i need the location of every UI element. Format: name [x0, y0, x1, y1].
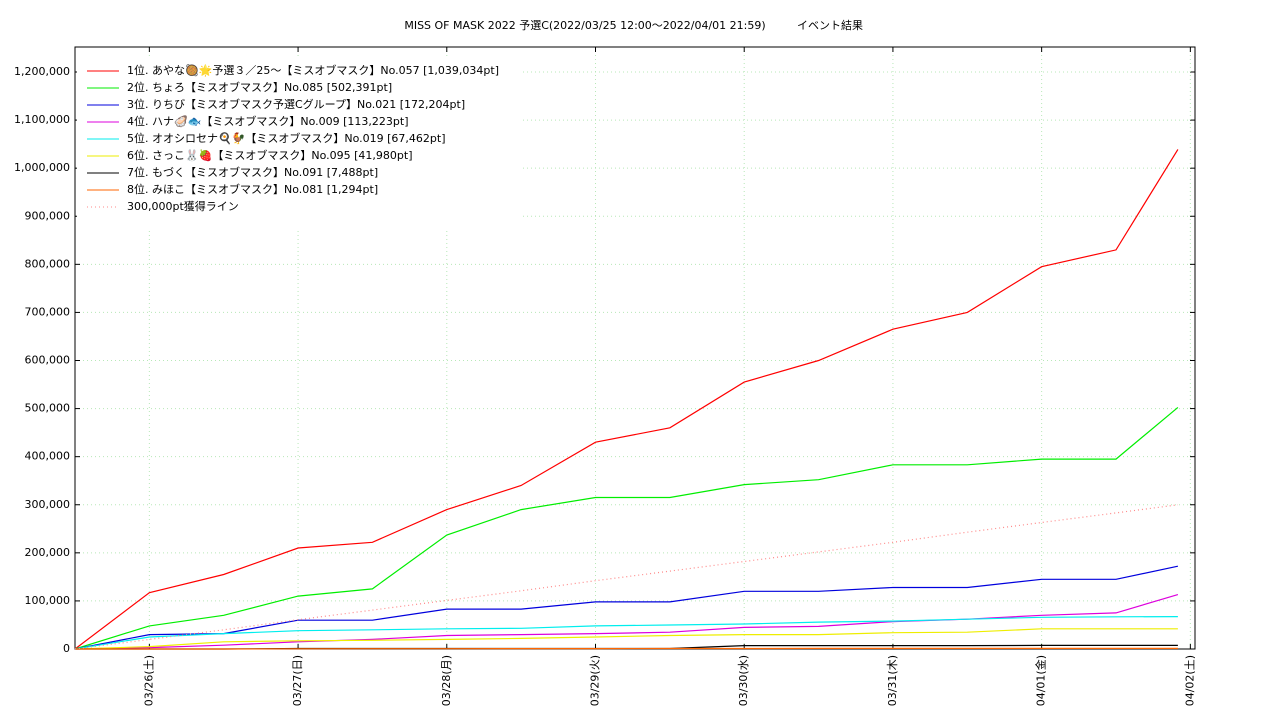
legend-label: 300,000pt獲得ライン — [127, 200, 239, 213]
y-tick-label: 700,000 — [25, 305, 71, 318]
y-tick-label: 100,000 — [25, 594, 71, 607]
legend-box — [77, 57, 522, 230]
series-line — [74, 504, 1178, 650]
legend-label: 2位. ちょろ【ミスオブマスク】No.085 [502,391pt] — [127, 80, 392, 94]
x-tick-label: 03/30(水) — [737, 655, 750, 706]
series-line — [74, 594, 1179, 650]
y-tick-label: 500,000 — [25, 402, 71, 415]
x-tick-label: 03/29(火) — [588, 655, 601, 706]
x-tick-label: 03/31(木) — [886, 655, 899, 706]
x-tick-label: 03/26(土) — [142, 655, 155, 706]
legend: 1位. あやな🥘🌟予選３／25〜【ミスオブマスク】No.057 [1,039,0… — [77, 57, 522, 230]
y-tick-label: 0 — [63, 642, 70, 655]
y-tick-label: 900,000 — [25, 209, 71, 222]
x-tick-label: 03/28(月) — [440, 655, 453, 706]
series-line — [74, 615, 1178, 650]
x-tick-label: 04/01(金) — [1034, 655, 1048, 706]
y-tick-label: 800,000 — [25, 257, 71, 270]
y-tick-label: 1,000,000 — [14, 161, 70, 174]
y-tick-label: 200,000 — [25, 546, 71, 559]
legend-label: 3位. りちび【ミスオブマスク予選Cグループ】No.021 [172,204pt… — [127, 97, 465, 111]
chart-title: MISS OF MASK 2022 予選C(2022/03/25 12:00～2… — [404, 19, 765, 32]
series-line — [74, 628, 1178, 650]
y-tick-label: 600,000 — [25, 354, 71, 367]
x-tick-label: 03/27(日) — [291, 655, 304, 706]
series-line — [74, 149, 1179, 650]
series-line — [74, 565, 1179, 650]
legend-label: 8位. みほこ【ミスオブマスク】No.081 [1,294pt] — [127, 182, 378, 196]
series-line — [74, 406, 1179, 650]
legend-label: 6位. さっこ🐰🍓【ミスオブマスク】No.095 [41,980pt] — [127, 148, 413, 162]
y-tick-label: 400,000 — [25, 450, 71, 463]
series-line — [75, 647, 1178, 650]
legend-label: 7位. もづく【ミスオブマスク】No.091 [7,488pt] — [127, 165, 378, 179]
x-tick-label: 04/02(土) — [1183, 655, 1196, 706]
chart-subtitle: イベント結果 — [797, 18, 863, 32]
legend-label: 1位. あやな🥘🌟予選３／25〜【ミスオブマスク】No.057 [1,039,0… — [127, 63, 499, 77]
y-tick-label: 1,200,000 — [14, 65, 70, 78]
y-tick-label: 300,000 — [25, 498, 71, 511]
legend-label: 5位. オオシロセナ🍳🐓【ミスオブマスク】No.019 [67,462pt] — [127, 131, 446, 145]
y-tick-label: 1,100,000 — [14, 113, 70, 126]
legend-label: 4位. ハナ🦪🐟【ミスオブマスク】No.009 [113,223pt] — [127, 114, 409, 128]
